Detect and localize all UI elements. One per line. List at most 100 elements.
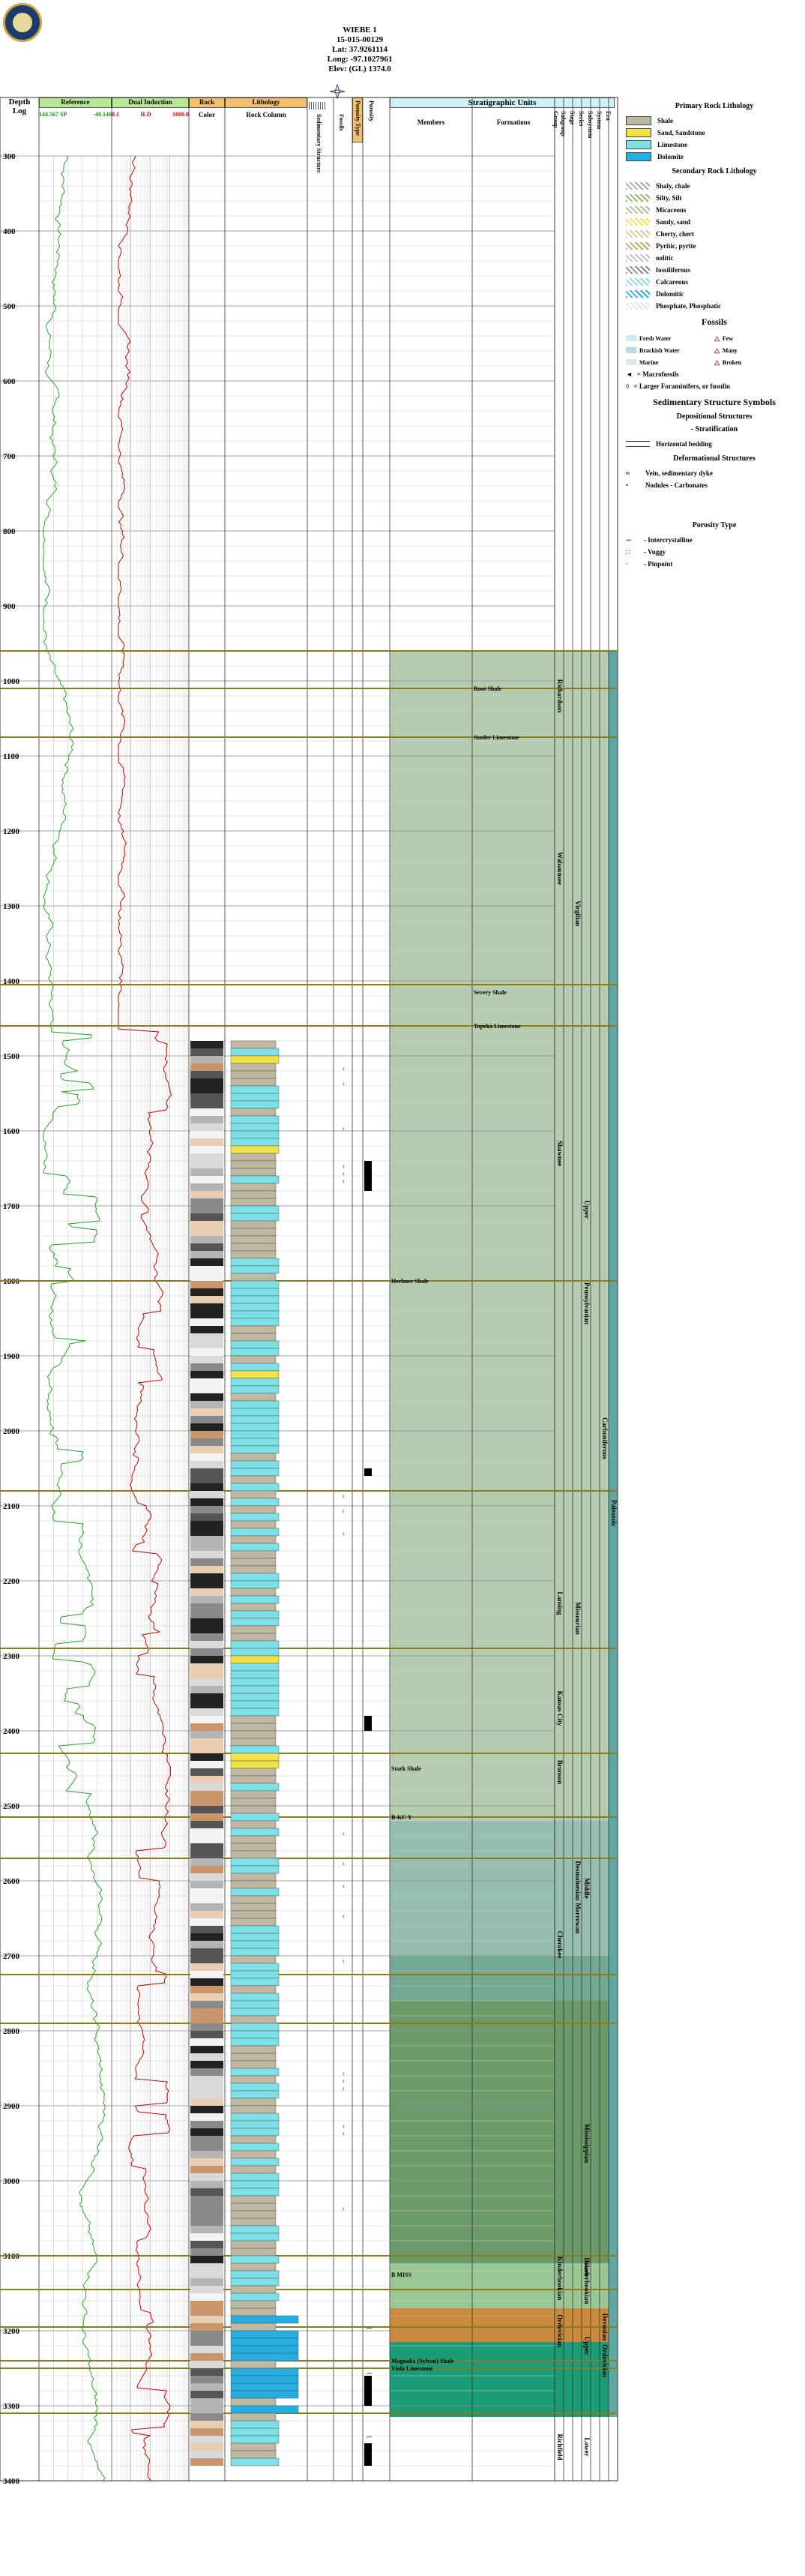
rock-color-cell [190, 2031, 223, 2038]
lithology-cell [230, 1993, 280, 2002]
secondary-swatch-icon [626, 242, 650, 250]
lithology-cell [230, 1513, 280, 1522]
rock-color-cell [190, 1356, 223, 1363]
lithology-cell [230, 2098, 277, 2107]
lithology-cell [230, 1355, 277, 1364]
lithology-cell [230, 1040, 277, 1049]
rock-color-cell [190, 2241, 223, 2248]
depth-tick-label: 2300 [3, 1652, 20, 1661]
lithology-cell [230, 1430, 280, 1439]
lithology-cell [230, 1220, 277, 1229]
lithology-cell [230, 1633, 277, 1642]
rock-color-cell [190, 2008, 223, 2016]
secondary-swatch-icon [626, 194, 650, 202]
rock-color-cell [190, 1843, 223, 1851]
lithology-cell [230, 1745, 280, 1754]
lithology-cell [230, 2428, 280, 2437]
rock-color-cell [190, 2391, 223, 2398]
lithology-cell [230, 2308, 277, 2317]
secondary-lithology-item: Pyritic, pyrite [626, 240, 803, 252]
vein-row: ≈ Vein, sedimentary dyke [626, 467, 803, 479]
secondary-lithology-item: Silty, Silt [626, 192, 803, 204]
depth-tick-label: 1900 [3, 1352, 20, 1361]
rock-color-cell [190, 1701, 223, 1708]
rock-color-cell [190, 1498, 223, 1506]
lithology-cell [230, 1835, 277, 1844]
lithology-cell [230, 1603, 277, 1612]
rock-color-cell [190, 1798, 223, 1806]
secondary-swatch-icon [626, 230, 650, 238]
rock-color-cell [190, 1123, 223, 1131]
lithology-cell [230, 2165, 277, 2174]
lithology-cell [230, 1288, 280, 1297]
fossil-icon: ♀ [341, 2086, 346, 2092]
lithology-cell [230, 1048, 280, 1057]
lithology-cell [230, 1183, 277, 1192]
lithology-cell [230, 1715, 277, 1724]
rock-color-cell [190, 1933, 223, 1941]
fossil-icon: ♀ [341, 1531, 346, 1537]
rock-color-cell [190, 1281, 223, 1288]
rock-color-cell [190, 1408, 223, 1416]
depth-tick-label: 500 [3, 302, 16, 311]
lithology-cell [230, 1550, 277, 1559]
lithology-cell [230, 1783, 280, 1792]
fossils-title: Fossils [701, 316, 727, 327]
ild-scale-right: 1000.0 [172, 111, 189, 118]
lithology-swatch-icon [626, 128, 651, 137]
lithology-cell [230, 1573, 280, 1582]
rock-color-cell [190, 1288, 223, 1296]
lithology-label: Limestone [657, 141, 687, 148]
secondary-swatch-icon [626, 218, 650, 226]
lithology-cell [230, 1910, 277, 1919]
series-label: Middle [583, 1878, 591, 1899]
porosity-type-icon: ∽ [366, 2369, 373, 2378]
rock-color-cell [190, 1573, 223, 1581]
fossil-icon: ♀ [341, 1958, 346, 1965]
depth-tick-label: 3000 [3, 2177, 20, 2186]
lithology-cell [230, 1235, 277, 1244]
system-label: Ordovician [601, 2344, 609, 2377]
depth-subtitle: Log [12, 106, 27, 115]
rock-color-cell [190, 1071, 223, 1078]
fossil-icon: ♀ [341, 2078, 346, 2085]
lithology-cell [230, 2413, 277, 2422]
lithology-cell [230, 1340, 280, 1349]
lithology-cell [230, 2120, 280, 2129]
vein-icon: ≈ [626, 469, 630, 477]
fossil-icon: ♀ [341, 2131, 346, 2137]
lithology-cell [230, 1948, 280, 1957]
lithology-cell [230, 1738, 277, 1747]
depth-tick-label: 700 [3, 452, 16, 461]
rock-color-cell [190, 1506, 223, 1513]
lithology-cell [230, 2278, 280, 2287]
fossil-icon: ♀ [341, 2071, 346, 2077]
lithology-cell [230, 1610, 280, 1619]
lithology-cell [230, 1370, 280, 1379]
depth-tick-label: 1100 [3, 752, 19, 761]
lithology-cell [230, 1805, 277, 1814]
rock-column-header: Rock Column [246, 111, 286, 118]
secondary-swatch-icon [626, 266, 650, 274]
fossil-abundance-icon: △ [714, 346, 720, 354]
formation-label: Topeka Limestone [474, 1023, 521, 1030]
lithology-cell [230, 1888, 280, 1897]
secondary-label: Micaceous [656, 206, 687, 214]
lithology-cell [230, 2113, 280, 2122]
rock-color-cell [190, 2121, 223, 2128]
ild-scale-mid: ILD [140, 111, 151, 118]
rock-color-cell [190, 1596, 223, 1603]
lithology-cell [230, 2420, 280, 2429]
rock-color-cell [190, 1941, 223, 1948]
lithology-cell [230, 1348, 280, 1357]
legend: Primary Rock Lithology Shale Sand, Sandst… [626, 97, 803, 570]
rock-color-cell [190, 1176, 223, 1183]
depth-tick-label: 400 [3, 227, 16, 236]
group-label: Richfield [556, 2434, 564, 2461]
rock-color-cell [190, 1866, 223, 1873]
primary-lithology-item: Dolomite [626, 151, 803, 163]
secondary-lithology-item: Dolomitic [626, 288, 803, 300]
rock-color-cell [190, 1963, 223, 1971]
rock-color-cell [190, 2173, 223, 2181]
depth-tick-label: 3400 [3, 2477, 20, 2486]
